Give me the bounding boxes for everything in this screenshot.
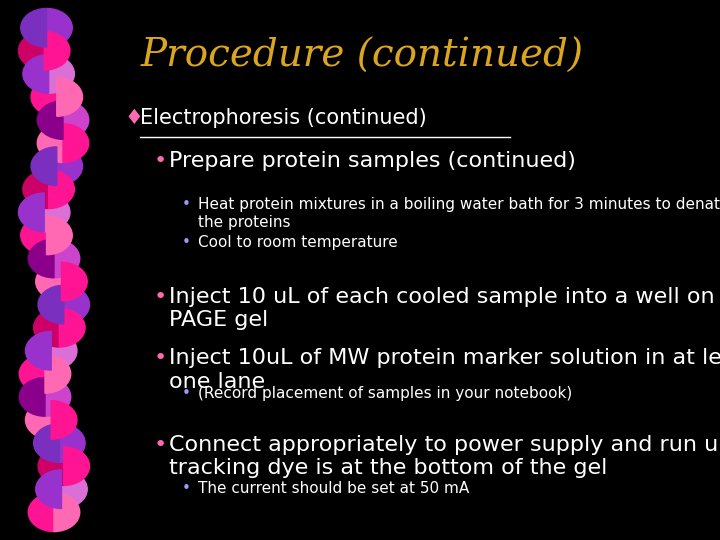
Wedge shape bbox=[51, 332, 77, 370]
Wedge shape bbox=[36, 262, 61, 301]
Wedge shape bbox=[44, 193, 70, 232]
Text: •: • bbox=[182, 386, 191, 401]
Wedge shape bbox=[19, 355, 45, 393]
Wedge shape bbox=[54, 493, 80, 531]
Wedge shape bbox=[28, 493, 54, 531]
Text: Connect appropriately to power supply and run until the
tracking dye is at the b: Connect appropriately to power supply an… bbox=[169, 435, 720, 478]
Text: Procedure (continued): Procedure (continued) bbox=[140, 38, 583, 75]
Wedge shape bbox=[28, 239, 54, 278]
Wedge shape bbox=[61, 470, 87, 509]
Text: Cool to room temperature: Cool to room temperature bbox=[198, 235, 397, 250]
Text: Inject 10uL of MW protein marker solution in at least
one lane: Inject 10uL of MW protein marker solutio… bbox=[169, 348, 720, 392]
Wedge shape bbox=[38, 285, 64, 324]
Wedge shape bbox=[21, 9, 47, 47]
Wedge shape bbox=[61, 262, 87, 301]
Wedge shape bbox=[49, 55, 74, 93]
Wedge shape bbox=[44, 31, 70, 70]
Wedge shape bbox=[63, 101, 89, 139]
Wedge shape bbox=[57, 147, 83, 185]
Wedge shape bbox=[25, 401, 51, 439]
Wedge shape bbox=[23, 55, 49, 93]
Text: (Record placement of samples in your notebook): (Record placement of samples in your not… bbox=[198, 386, 572, 401]
Wedge shape bbox=[45, 355, 71, 393]
Wedge shape bbox=[31, 147, 57, 185]
Wedge shape bbox=[59, 424, 85, 462]
Wedge shape bbox=[34, 424, 59, 462]
Wedge shape bbox=[19, 31, 44, 70]
Wedge shape bbox=[21, 216, 47, 255]
Wedge shape bbox=[51, 401, 77, 439]
Wedge shape bbox=[47, 9, 72, 47]
Wedge shape bbox=[54, 239, 80, 278]
Text: Inject 10 uL of each cooled sample into a well on the
PAGE gel: Inject 10 uL of each cooled sample into … bbox=[169, 287, 720, 330]
Text: •: • bbox=[153, 435, 166, 455]
Text: The current should be set at 50 mA: The current should be set at 50 mA bbox=[198, 481, 469, 496]
Text: •: • bbox=[153, 287, 166, 307]
Wedge shape bbox=[37, 124, 63, 163]
Wedge shape bbox=[19, 377, 45, 416]
Text: Heat protein mixtures in a boiling water bath for 3 minutes to denature
the prot: Heat protein mixtures in a boiling water… bbox=[198, 197, 720, 230]
Wedge shape bbox=[63, 124, 89, 163]
Wedge shape bbox=[45, 377, 71, 416]
Wedge shape bbox=[36, 470, 61, 509]
Wedge shape bbox=[19, 193, 44, 232]
Wedge shape bbox=[25, 332, 51, 370]
Wedge shape bbox=[64, 447, 89, 485]
Wedge shape bbox=[37, 101, 63, 139]
Text: •: • bbox=[153, 151, 166, 171]
Text: Electrophoresis (continued): Electrophoresis (continued) bbox=[140, 108, 427, 128]
Text: ♦: ♦ bbox=[125, 108, 143, 128]
Wedge shape bbox=[38, 447, 64, 485]
Text: •: • bbox=[182, 481, 191, 496]
Wedge shape bbox=[23, 170, 49, 208]
Wedge shape bbox=[47, 216, 72, 255]
Wedge shape bbox=[57, 78, 83, 116]
Wedge shape bbox=[34, 308, 59, 347]
Text: •: • bbox=[153, 348, 166, 368]
Text: •: • bbox=[182, 197, 191, 212]
Wedge shape bbox=[49, 170, 74, 208]
Text: •: • bbox=[182, 235, 191, 250]
Text: Prepare protein samples (continued): Prepare protein samples (continued) bbox=[169, 151, 576, 171]
Wedge shape bbox=[31, 78, 57, 116]
Wedge shape bbox=[64, 285, 89, 324]
Wedge shape bbox=[59, 308, 85, 347]
